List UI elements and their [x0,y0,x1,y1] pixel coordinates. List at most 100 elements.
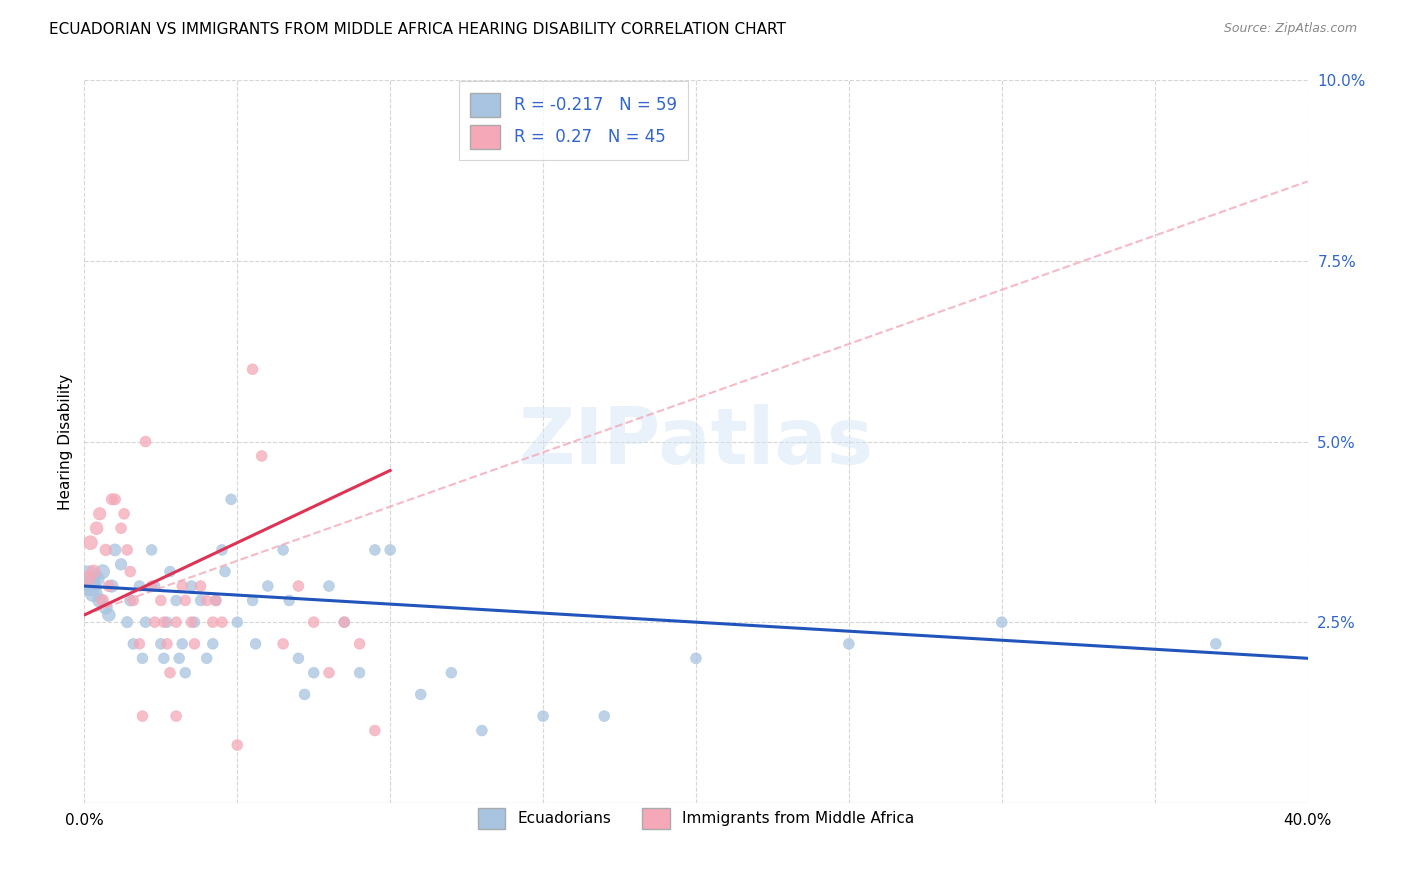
Point [112,507,135,521]
Point [141,542,163,557]
Point [219,492,242,507]
Point [364,723,387,738]
Point [165,615,187,630]
Point [440,665,463,680]
Point [91,565,114,579]
Point [257,579,280,593]
Y-axis label: Hearing Disability: Hearing Disability [58,374,73,509]
Point [287,651,309,665]
Point [318,665,340,680]
Point [135,434,157,449]
Point [76,572,98,586]
Point [685,651,707,665]
Point [226,615,249,630]
Text: Source: ZipAtlas.com: Source: ZipAtlas.com [1223,22,1357,36]
Point [302,665,325,680]
Point [83,565,105,579]
Point [97,579,120,593]
Point [201,615,224,630]
Point [167,651,190,665]
Point [115,615,138,630]
Point [101,492,124,507]
Point [76,572,98,586]
Point [180,615,202,630]
Point [159,565,181,579]
Point [89,593,111,607]
Point [172,637,194,651]
Point [135,615,157,630]
Point [364,542,387,557]
Point [318,579,340,593]
Point [91,593,114,607]
Point [94,542,117,557]
Point [149,593,172,607]
Point [120,565,142,579]
Point [122,637,145,651]
Point [174,593,197,607]
Point [79,535,101,549]
Point [294,687,316,701]
Point [153,615,176,630]
Point [287,579,309,593]
Point [593,709,616,723]
Point [180,579,202,593]
Point [131,709,153,723]
Point [153,651,176,665]
Point [333,615,356,630]
Point [149,637,172,651]
Point [245,637,267,651]
Point [195,593,218,607]
Point [86,572,108,586]
Point [195,651,218,665]
Point [165,593,187,607]
Point [183,637,205,651]
Point [128,637,150,651]
Point [242,593,264,607]
Point [183,615,205,630]
Text: ECUADORIAN VS IMMIGRANTS FROM MIDDLE AFRICA HEARING DISABILITY CORRELATION CHART: ECUADORIAN VS IMMIGRANTS FROM MIDDLE AFR… [49,22,786,37]
Point [409,687,432,701]
Point [94,600,117,615]
Point [97,607,120,622]
Point [156,637,179,651]
Point [110,558,132,572]
Point [349,637,371,651]
Point [531,709,554,723]
Point [83,586,105,600]
Point [205,593,228,607]
Point [122,593,145,607]
Point [214,565,236,579]
Point [159,665,181,680]
Point [174,665,197,680]
Point [120,593,142,607]
Point [190,579,212,593]
Point [226,738,249,752]
Point [271,542,294,557]
Legend: Ecuadorians, Immigrants from Middle Africa: Ecuadorians, Immigrants from Middle Afri… [468,798,924,838]
Point [242,362,264,376]
Point [349,665,371,680]
Point [104,492,127,507]
Point [143,615,166,630]
Point [991,615,1014,630]
Point [278,593,301,607]
Point [302,615,325,630]
Point [271,637,294,651]
Point [115,542,138,557]
Point [380,542,402,557]
Point [143,579,166,593]
Point [211,615,233,630]
Point [104,542,127,557]
Point [471,723,494,738]
Point [250,449,273,463]
Point [165,709,187,723]
Point [110,521,132,535]
Point [128,579,150,593]
Point [1205,637,1227,651]
Point [131,651,153,665]
Point [101,579,124,593]
Point [190,593,212,607]
Point [205,593,228,607]
Point [838,637,860,651]
Point [86,521,108,535]
